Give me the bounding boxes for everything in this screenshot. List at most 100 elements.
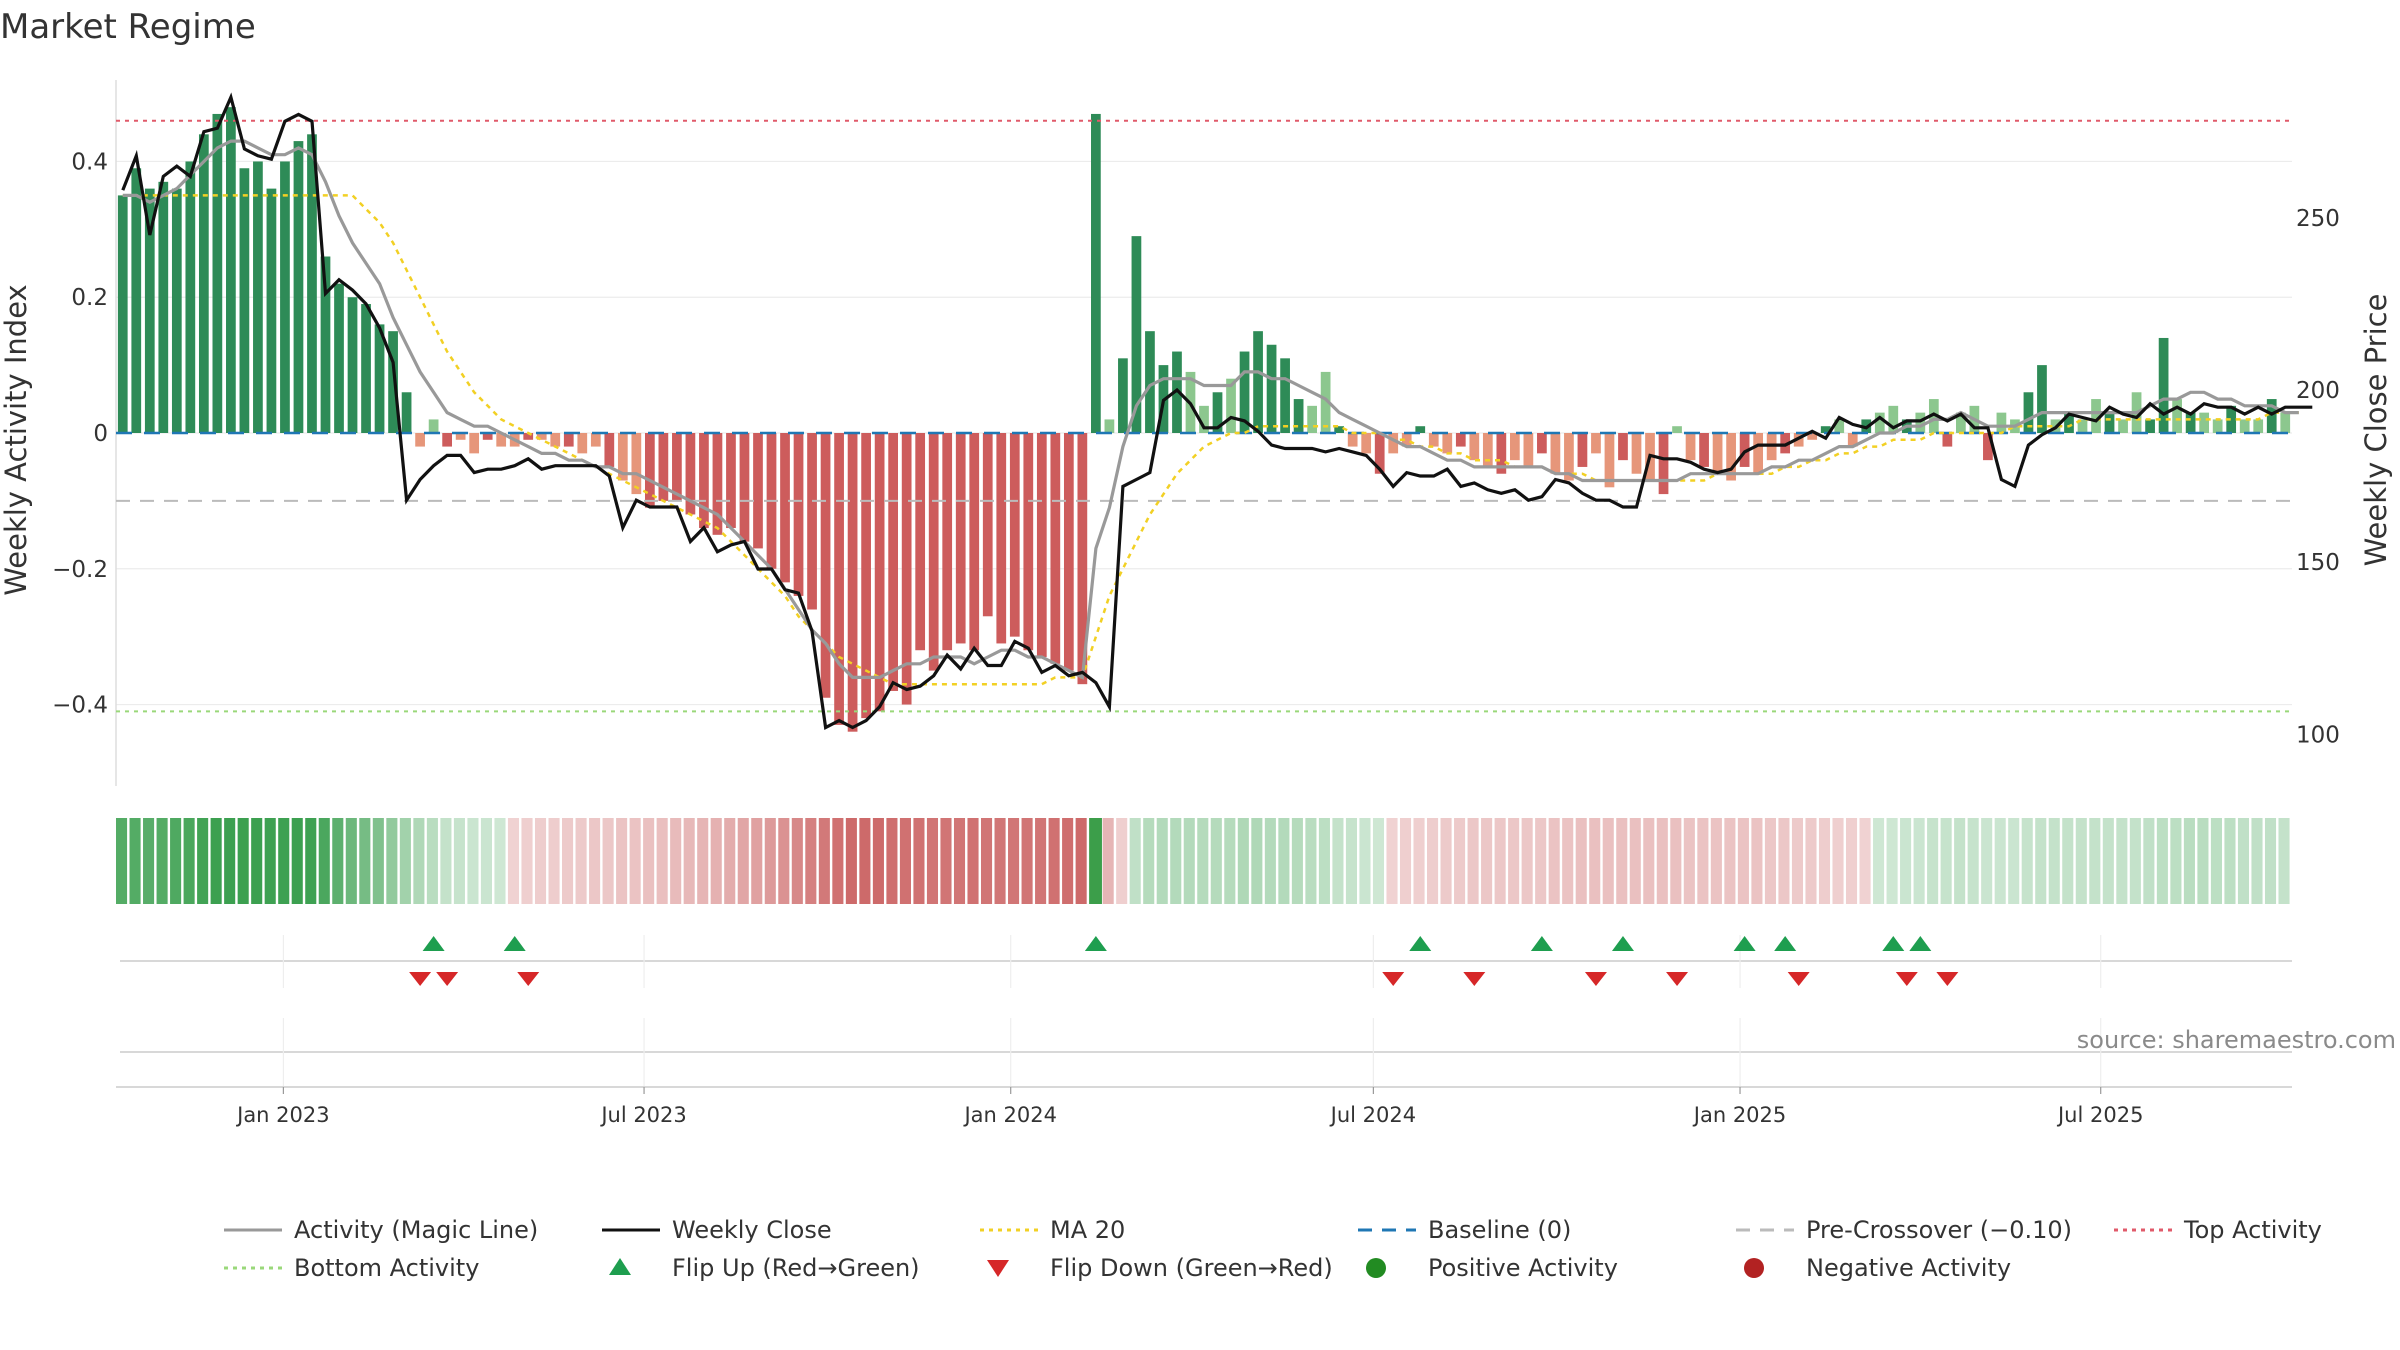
activity-bar (1320, 371, 1331, 433)
regime-strip-cell (1345, 818, 1357, 904)
regime-strip-cell (1237, 818, 1249, 904)
regime-strip-cell (1697, 818, 1709, 904)
activity-bar (1009, 433, 1020, 637)
activity-bar (928, 433, 939, 671)
activity-bar (415, 433, 425, 447)
regime-strip-cell (2035, 818, 2047, 904)
regime-strip-cell (778, 818, 790, 904)
regime-strip-cell (359, 818, 371, 904)
flip-down-marker (517, 972, 540, 986)
regime-strip-cell (2075, 818, 2087, 904)
flip-up-marker (1774, 936, 1797, 951)
regime-strip-cell (629, 818, 641, 904)
activity-bar (131, 168, 142, 433)
flip-up-marker (422, 936, 445, 951)
activity-bar (1564, 433, 1574, 481)
legend-item: Activity (Magic Line) (224, 1216, 538, 1244)
regime-strip-cell (751, 818, 763, 904)
flip-up-marker (1733, 936, 1756, 951)
legend-item: Top Activity (2114, 1216, 2322, 1244)
activity-bar (1631, 433, 1642, 474)
regime-strip-cell (1900, 818, 1912, 904)
flip-down-marker (1666, 972, 1689, 986)
legend-item: MA 20 (980, 1216, 1125, 1244)
activity-bar (1482, 433, 1493, 467)
regime-strip-cell (1724, 818, 1736, 904)
regime-strip-cell (886, 818, 898, 904)
regime-strip-cell (1062, 818, 1074, 904)
activity-bar (1145, 331, 1155, 433)
activity-bar (1293, 399, 1304, 433)
regime-strip-cell (318, 818, 330, 904)
regime-strip-cell (1210, 818, 1222, 904)
activity-bar (1577, 433, 1588, 467)
regime-strip-cell (1670, 818, 1682, 904)
regime-strip-cell (291, 818, 303, 904)
regime-strip-cell (1791, 818, 1804, 904)
regime-strip-cell (994, 818, 1006, 904)
activity-bar (2145, 419, 2155, 433)
regime-strip-cell (453, 818, 465, 904)
regime-strip-cell (1372, 818, 1385, 904)
flip-up-marker (1084, 936, 1107, 951)
regime-strip-cell (494, 818, 506, 904)
regime-strip-cell (1440, 818, 1452, 904)
regime-strip-cell (426, 818, 438, 904)
activity-bar (617, 433, 628, 481)
activity-bar (144, 188, 155, 433)
regime-strip-cell (1399, 818, 1412, 904)
regime-strip-cell (2237, 818, 2250, 904)
activity-bar (1509, 433, 1520, 461)
regime-strip-cell (940, 818, 952, 904)
activity-bar (577, 433, 588, 454)
activity-bar (1442, 433, 1453, 454)
regime-strip-cell (1048, 818, 1060, 904)
activity-bar (2266, 399, 2277, 433)
regime-strip-cell (548, 818, 560, 904)
activity-bar (1050, 433, 1061, 664)
activity-bar (861, 433, 871, 719)
regime-strip-cell (1413, 818, 1425, 904)
legend-item: Flip Down (Green→Red) (987, 1254, 1333, 1282)
regime-strip-cell (1156, 818, 1168, 904)
regime-strip-cell (251, 818, 263, 904)
y-left-tick-label: 0.4 (71, 149, 108, 175)
activity-bar (212, 113, 223, 433)
regime-strip-cell (1548, 818, 1560, 904)
activity-bar (239, 168, 250, 433)
regime-strip-cell (1913, 818, 1925, 904)
regime-strip-cell (872, 818, 884, 904)
flip-markers-panel (120, 935, 2292, 988)
activity-bar (888, 433, 899, 691)
activity-bar (1347, 433, 1358, 447)
regime-strip-cell (1710, 818, 1722, 904)
activity-bar (428, 419, 439, 433)
activity-bar (2199, 412, 2210, 433)
y-left-tick-label: −0.2 (52, 557, 108, 583)
regime-strip-cell (1386, 818, 1398, 904)
regime-strip-cell (156, 818, 168, 904)
activity-bar (2118, 419, 2128, 433)
regime-strip-cell (1481, 818, 1493, 904)
regime-strip-cell (2278, 818, 2290, 904)
activity-bar (1847, 433, 1858, 447)
activity-bar (1401, 433, 1412, 447)
activity-bar (1266, 344, 1277, 433)
regime-strip-cell (764, 818, 776, 904)
regime-strip-cell (1845, 818, 1858, 904)
regime-strip-cell (2170, 818, 2182, 904)
activity-bar (496, 433, 507, 447)
activity-bar (388, 331, 398, 433)
regime-strip-cell (2008, 818, 2020, 904)
regime-strip-cell (1224, 818, 1236, 904)
regime-strip-cell (899, 818, 911, 904)
activity-bar (1604, 433, 1615, 488)
legend-label: Positive Activity (1428, 1254, 1618, 1282)
activity-bar (1239, 351, 1250, 433)
flip-up-marker (1909, 936, 1932, 951)
regime-strip-cell (197, 818, 209, 904)
activity-bar (1983, 433, 1993, 461)
legend-label: Top Activity (2183, 1216, 2322, 1244)
activity-bar (2077, 419, 2088, 433)
activity-bar (1374, 433, 1385, 474)
